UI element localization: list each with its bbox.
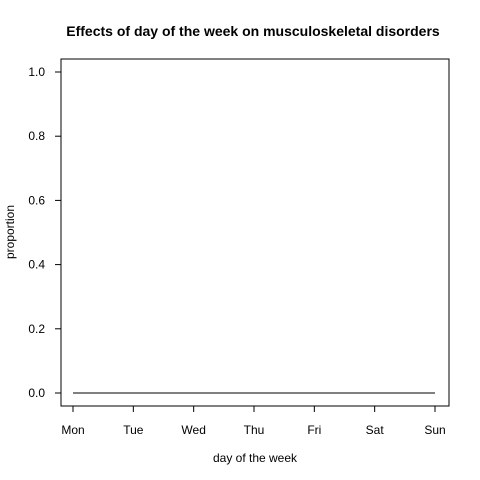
y-tick-label: 1.0 bbox=[28, 65, 45, 79]
y-tick-label: 0.2 bbox=[28, 322, 45, 336]
x-tick-label: Mon bbox=[61, 423, 84, 437]
y-tick-label: 0.8 bbox=[28, 129, 45, 143]
x-tick-label: Wed bbox=[181, 423, 205, 437]
x-tick-label: Thu bbox=[244, 423, 265, 437]
x-tick-label: Sun bbox=[424, 423, 445, 437]
y-tick-label: 0.6 bbox=[28, 193, 45, 207]
x-tick-label: Fri bbox=[307, 423, 321, 437]
x-axis-label: day of the week bbox=[213, 451, 298, 465]
x-tick-label: Sat bbox=[366, 423, 385, 437]
x-tick-label: Tue bbox=[123, 423, 144, 437]
y-tick-label: 0.0 bbox=[28, 386, 45, 400]
y-axis-label: proportion bbox=[3, 205, 17, 259]
chart-title: Effects of day of the week on musculoske… bbox=[66, 23, 440, 39]
plot-frame bbox=[60, 58, 450, 407]
y-tick-label: 0.4 bbox=[28, 258, 45, 272]
y-axis: 0.0 0.2 0.4 0.6 0.8 1.0 bbox=[28, 65, 61, 400]
x-axis: Mon Tue Wed Thu Fri Sat Sun bbox=[61, 406, 446, 437]
